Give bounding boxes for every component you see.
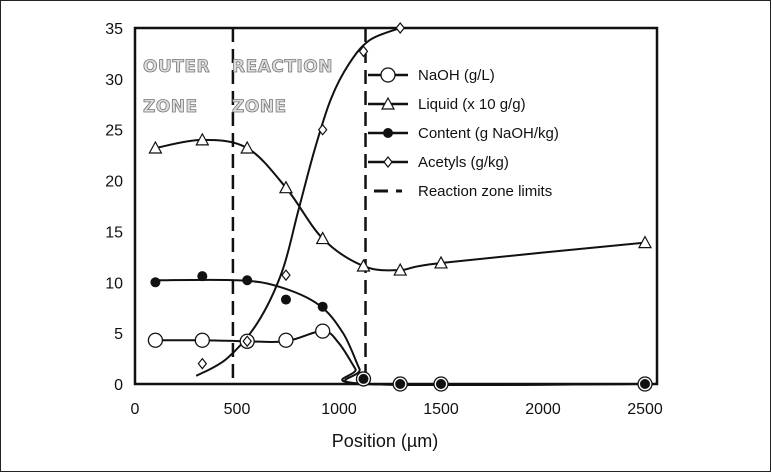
legend-label: Content (g NaOH/kg) <box>418 125 559 142</box>
data-point <box>393 262 408 276</box>
x-tick-label: 2000 <box>525 401 561 418</box>
data-point <box>278 332 294 348</box>
data-point <box>242 275 253 286</box>
data-point <box>640 379 650 389</box>
y-tick-label: 35 <box>105 21 123 38</box>
legend-marker <box>383 128 393 138</box>
data-point <box>240 140 255 154</box>
y-tick-label: 0 <box>114 377 123 394</box>
data-point <box>315 231 330 245</box>
x-tick-label: 500 <box>224 401 251 418</box>
curve-acetyls <box>195 27 401 377</box>
legend-label: Reaction zone limits <box>418 183 552 200</box>
data-point <box>637 235 653 249</box>
legend-marker <box>383 156 393 168</box>
zone-label: REACTION <box>232 57 333 77</box>
data-point <box>197 271 208 282</box>
y-tick-label: 10 <box>105 275 123 292</box>
zone-label: OUTER <box>143 57 210 77</box>
data-point <box>358 45 369 58</box>
legend-marker <box>380 67 396 83</box>
y-tick-label: 15 <box>105 224 123 241</box>
data-point <box>358 373 369 384</box>
curve-content <box>155 278 646 387</box>
data-point <box>315 323 331 339</box>
data-point <box>150 277 161 288</box>
data-point <box>148 140 163 154</box>
data-point <box>195 132 210 146</box>
y-tick-label: 5 <box>114 326 123 343</box>
x-tick-label: 0 <box>131 401 140 418</box>
x-tick-label: 1500 <box>423 401 459 418</box>
y-tick-label: 30 <box>105 72 123 89</box>
data-point <box>395 379 406 389</box>
curve-liquid <box>155 138 646 272</box>
data-point <box>436 379 446 389</box>
data-point <box>278 180 293 194</box>
data-point <box>281 269 291 282</box>
x-axis-label: Position (µm) <box>332 431 438 451</box>
data-point <box>395 22 405 34</box>
plot-area-border <box>133 26 659 386</box>
y-tick-label: 20 <box>105 174 123 191</box>
data-point <box>147 332 164 348</box>
data-point <box>433 255 449 269</box>
data-point <box>317 301 328 312</box>
legend-label: NaOH (g/L) <box>418 67 495 84</box>
data-point <box>194 332 210 348</box>
legend-label: Liquid (x 10 g/g) <box>418 96 526 113</box>
data-point <box>242 335 252 348</box>
zone-label: ZONE <box>143 97 198 117</box>
zone-label: ZONE <box>232 97 287 117</box>
data-point <box>356 258 371 272</box>
data-point <box>280 294 291 305</box>
x-tick-label: 2500 <box>627 401 663 418</box>
data-point <box>317 123 328 136</box>
y-tick-label: 25 <box>105 123 123 140</box>
legend-marker <box>380 96 396 110</box>
data-point <box>197 357 208 370</box>
x-tick-label: 1000 <box>321 401 357 418</box>
legend-label: Acetyls (g/kg) <box>418 154 509 171</box>
